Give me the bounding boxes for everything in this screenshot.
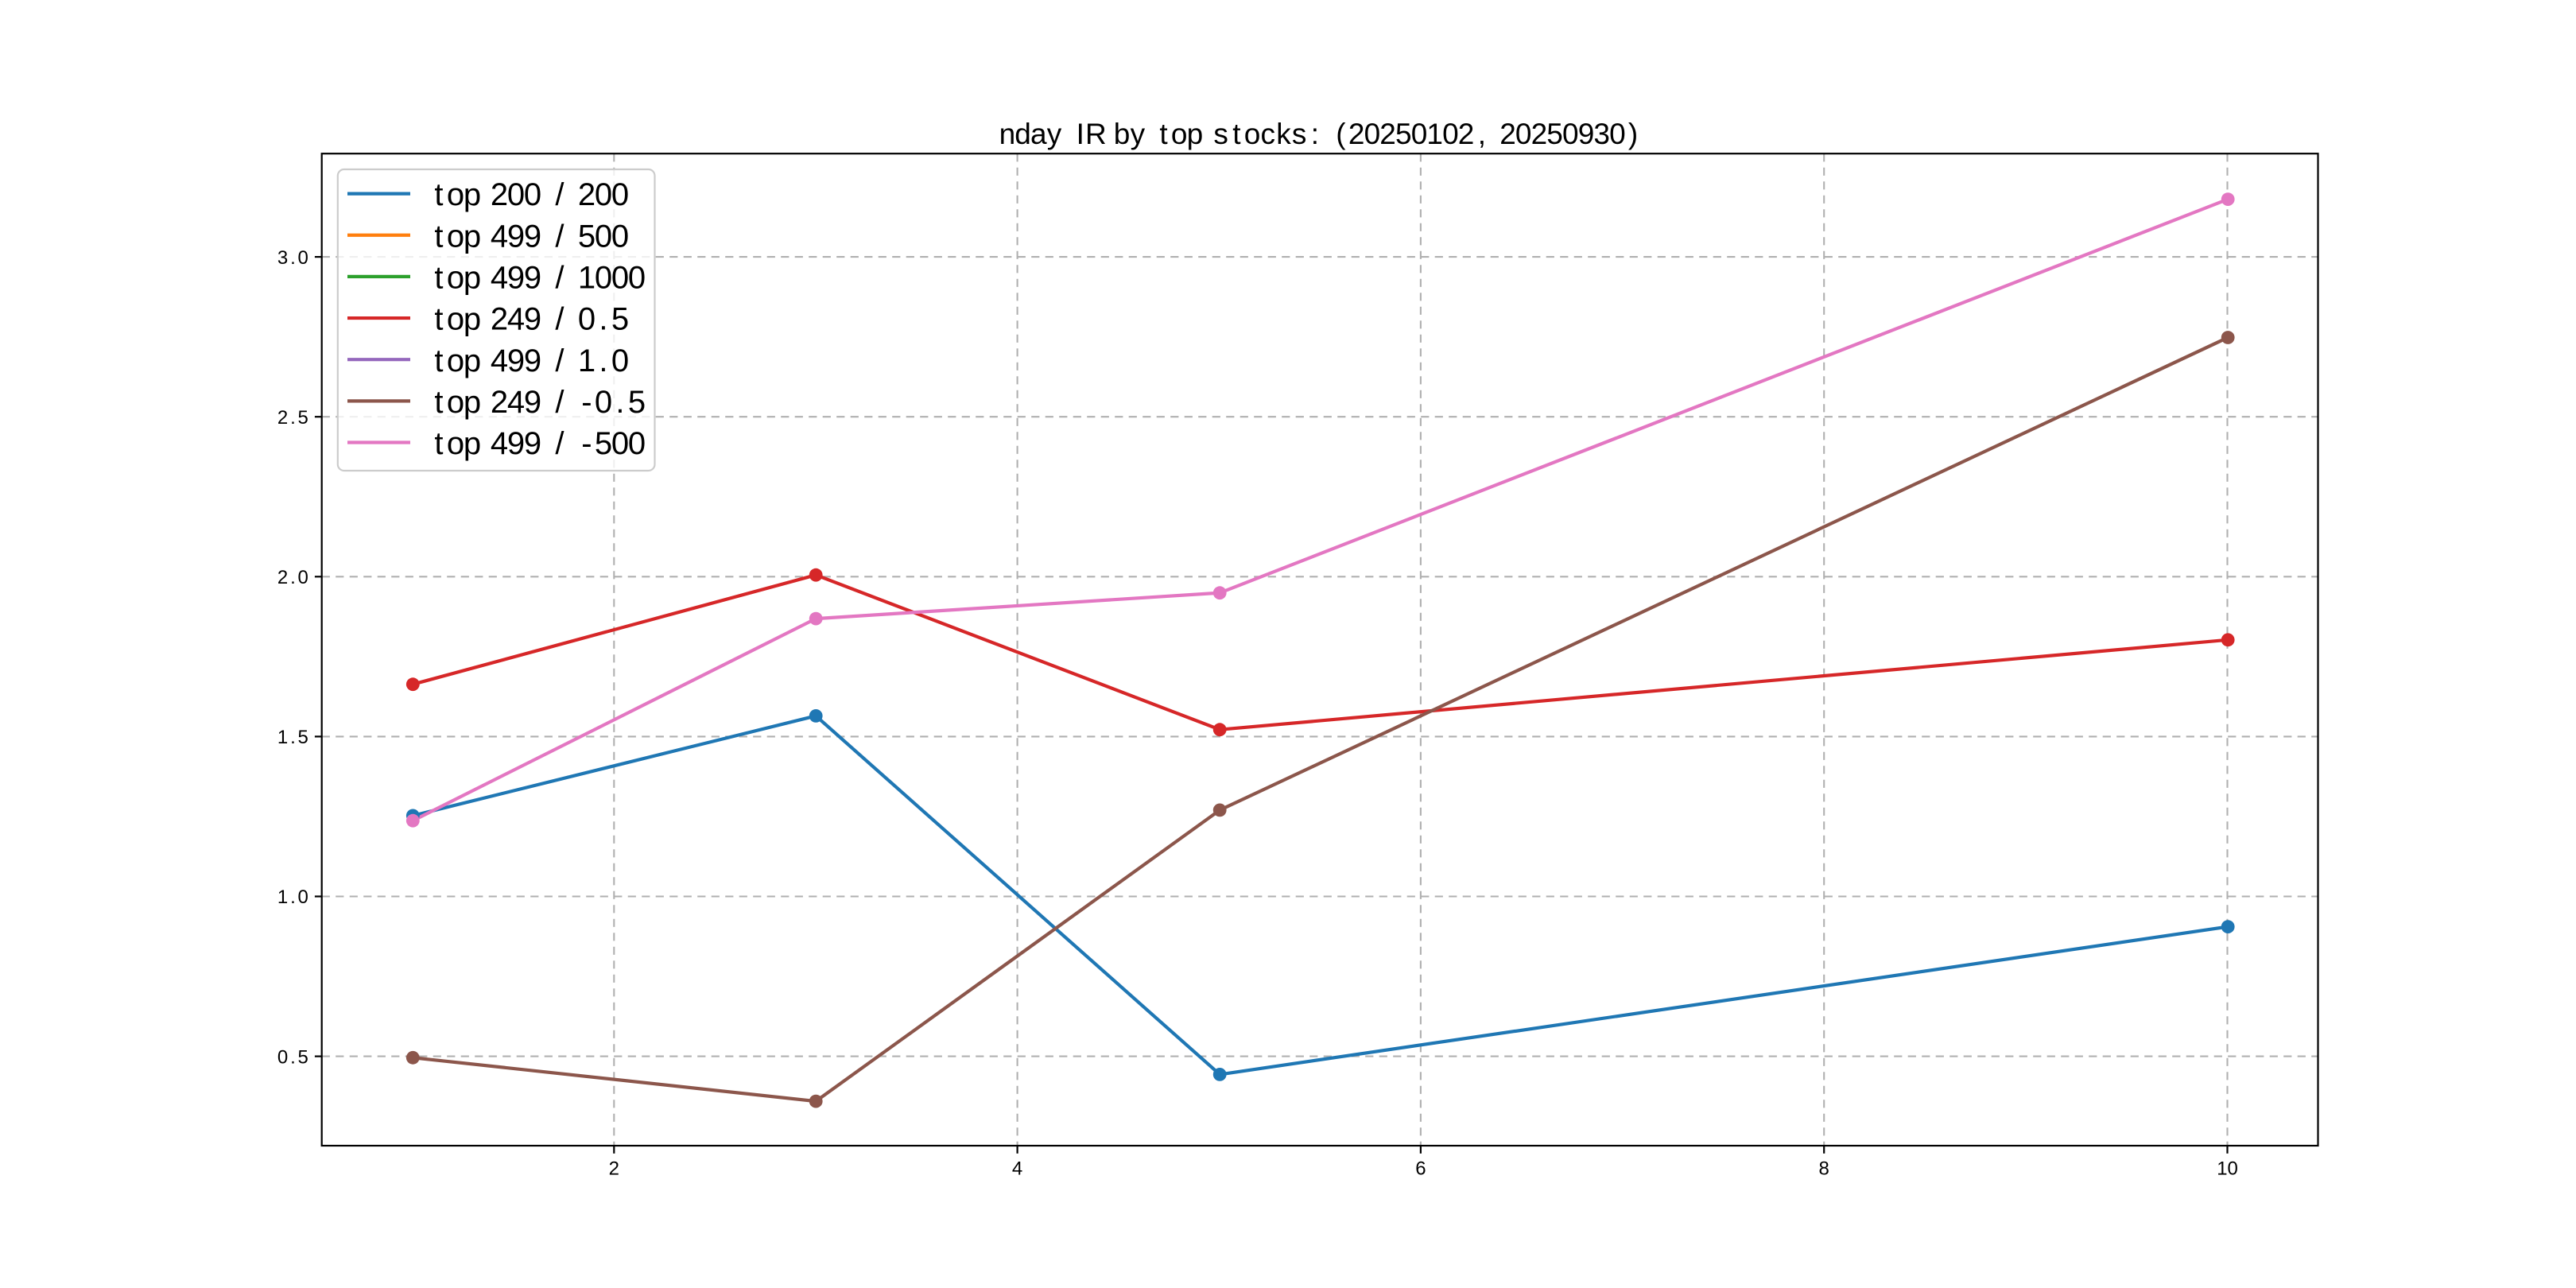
- svg-text:top 499 / 500: top 499 / 500: [434, 219, 629, 254]
- svg-text:1.5: 1.5: [277, 727, 308, 748]
- svg-text:10: 10: [2217, 1158, 2238, 1180]
- svg-text:1.0: 1.0: [277, 886, 308, 908]
- svg-text:8: 8: [1819, 1158, 1829, 1180]
- svg-text:2.0: 2.0: [277, 567, 308, 588]
- svg-text:top 499 / 1000: top 499 / 1000: [434, 261, 646, 296]
- svg-text:nday IR by top stocks: (202501: nday IR by top stocks: (20250102, 202509…: [999, 118, 1639, 150]
- svg-text:2: 2: [609, 1158, 619, 1180]
- svg-text:top 249 / -0.5: top 249 / -0.5: [434, 385, 646, 420]
- svg-text:top 249 / 0.5: top 249 / 0.5: [434, 302, 629, 337]
- svg-text:6: 6: [1415, 1158, 1426, 1180]
- svg-text:3.0: 3.0: [277, 247, 308, 269]
- svg-text:top 200 / 200: top 200 / 200: [434, 177, 629, 212]
- svg-text:2.5: 2.5: [277, 407, 308, 429]
- svg-text:top 499 / -500: top 499 / -500: [434, 426, 646, 461]
- svg-text:0.5: 0.5: [277, 1046, 308, 1068]
- svg-text:4: 4: [1012, 1158, 1022, 1180]
- svg-text:top 499 / 1.0: top 499 / 1.0: [434, 343, 629, 378]
